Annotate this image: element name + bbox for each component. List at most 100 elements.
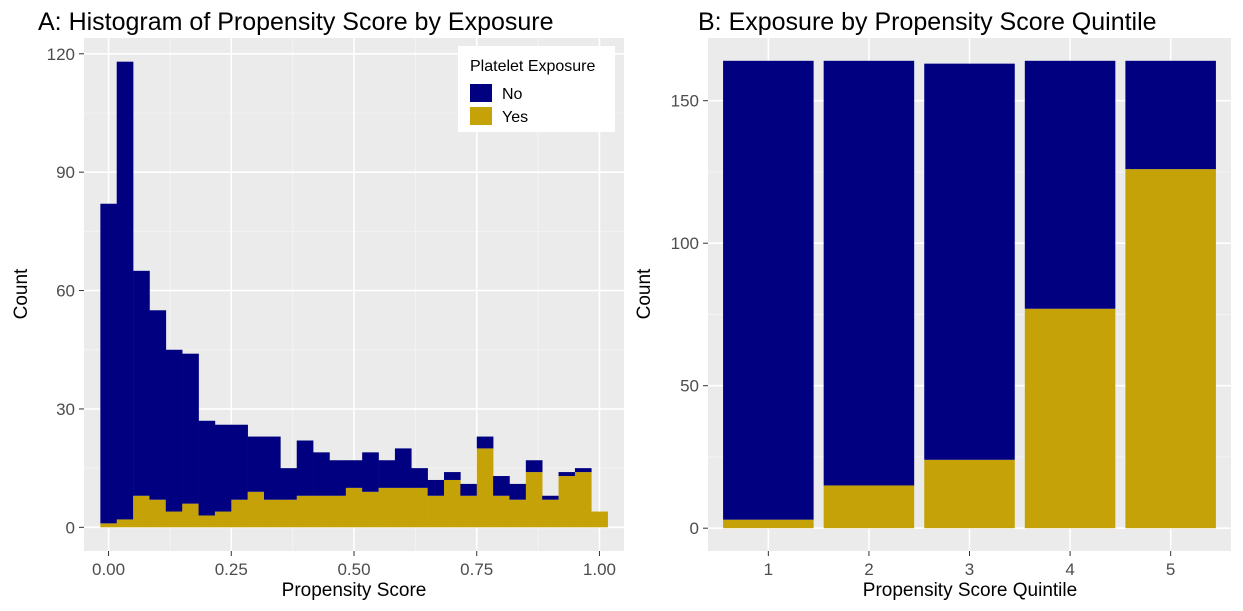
bar-yes <box>493 495 510 528</box>
panel-b-x-axis-title: Propensity Score Quintile <box>863 580 1077 601</box>
legend-label-no: No <box>502 86 523 103</box>
bar-no <box>280 468 298 500</box>
bar-yes <box>378 487 396 528</box>
bar-no <box>133 270 150 496</box>
x-tick-label: 3 <box>965 560 974 579</box>
x-tick-label: 2 <box>864 560 873 579</box>
bar-yes <box>149 499 167 528</box>
bar-yes <box>296 495 314 528</box>
bar-no <box>1125 60 1216 170</box>
bar-no <box>345 460 363 488</box>
panel-b-bars <box>723 60 1216 529</box>
panel-b-ticks: 0 50 100 150 1 2 3 4 5 <box>671 92 1176 579</box>
bar-yes <box>329 495 347 528</box>
bar-no <box>198 420 216 516</box>
panel-a: A: Histogram of Propensity Score by Expo… <box>11 8 624 601</box>
y-tick-label: 30 <box>56 400 75 419</box>
bar-yes <box>362 491 379 528</box>
panel-a-x-axis-title: Propensity Score <box>282 580 427 601</box>
legend-title: Platelet Exposure <box>470 58 596 75</box>
bar-no <box>444 472 461 480</box>
bar-no <box>823 60 915 486</box>
bar-yes <box>509 499 527 528</box>
bar-no <box>1024 60 1116 309</box>
bar-no <box>378 460 396 488</box>
bar-no <box>263 436 281 500</box>
bar-yes <box>133 495 150 528</box>
y-tick-label: 100 <box>671 234 699 253</box>
bar-no <box>362 452 379 492</box>
bar-no <box>182 353 199 504</box>
panel-b-y-axis-title: Count <box>634 268 655 319</box>
y-tick-label: 150 <box>671 92 699 111</box>
x-tick-label: 1.00 <box>583 560 616 579</box>
bar-yes <box>116 519 134 528</box>
bar-yes <box>525 472 543 528</box>
panel-a-y-axis-title: Count <box>11 268 32 319</box>
panel-b: B: Exposure by Propensity Score Quintile… <box>634 8 1231 601</box>
bar-no <box>313 452 330 496</box>
panel-a-ticks: 0.00 0.25 0.50 0.75 1.00 0 30 60 90 120 <box>47 45 616 579</box>
y-tick-label: 0 <box>66 518 75 537</box>
bar-no <box>411 468 428 488</box>
bar-yes <box>263 499 281 528</box>
bar-no <box>574 468 592 473</box>
bar-yes <box>558 476 576 528</box>
bar-yes <box>182 503 199 528</box>
bar-yes <box>165 511 183 528</box>
bar-yes <box>924 459 1015 529</box>
bar-yes <box>574 472 592 528</box>
legend-label-yes: Yes <box>502 109 528 126</box>
panel-b-title: B: Exposure by Propensity Score Quintile <box>698 8 1157 36</box>
bar-yes <box>460 495 478 528</box>
bar-no <box>394 448 412 488</box>
bar-no <box>329 460 347 496</box>
bar-no <box>460 483 478 496</box>
bar-no <box>525 460 543 473</box>
y-tick-label: 90 <box>56 163 75 182</box>
y-tick-label: 50 <box>680 377 699 396</box>
bar-yes <box>100 523 118 528</box>
bar-no <box>100 203 118 524</box>
x-tick-label: 1 <box>764 560 773 579</box>
bar-yes <box>1024 308 1116 529</box>
bar-yes <box>345 487 363 528</box>
y-tick-label: 0 <box>690 519 699 538</box>
x-tick-label: 0.50 <box>337 560 370 579</box>
bar-no <box>476 436 494 449</box>
bar-yes <box>542 499 559 528</box>
bar-yes <box>591 511 608 528</box>
bar-yes <box>280 499 298 528</box>
bar-no <box>165 349 183 512</box>
bar-yes <box>313 495 330 528</box>
bar-yes <box>214 511 232 528</box>
bar-yes <box>394 487 412 528</box>
bar-no <box>723 60 814 520</box>
bar-yes <box>444 479 461 528</box>
panel-a-title: A: Histogram of Propensity Score by Expo… <box>38 8 554 36</box>
y-tick-label: 60 <box>56 282 75 301</box>
legend-swatch-no <box>470 84 492 102</box>
legend: Platelet Exposure No Yes <box>458 46 615 132</box>
bar-yes <box>427 495 445 528</box>
bar-no <box>509 483 527 500</box>
bar-no <box>214 424 232 512</box>
y-tick-label: 120 <box>47 45 75 64</box>
legend-swatch-yes <box>470 107 492 125</box>
bar-no <box>247 436 265 492</box>
x-tick-label: 0.75 <box>460 560 493 579</box>
x-tick-label: 0.00 <box>92 560 125 579</box>
bar-no <box>296 440 314 496</box>
bar-yes <box>411 487 428 528</box>
bar-yes <box>823 485 915 529</box>
bar-yes <box>476 448 494 528</box>
bar-yes <box>1125 169 1216 529</box>
bar-no <box>231 424 248 500</box>
bar-yes <box>247 491 265 528</box>
x-tick-label: 4 <box>1065 560 1074 579</box>
bar-no <box>116 61 134 520</box>
bar-yes <box>723 519 814 529</box>
bar-no <box>542 495 559 500</box>
x-tick-label: 0.25 <box>215 560 248 579</box>
